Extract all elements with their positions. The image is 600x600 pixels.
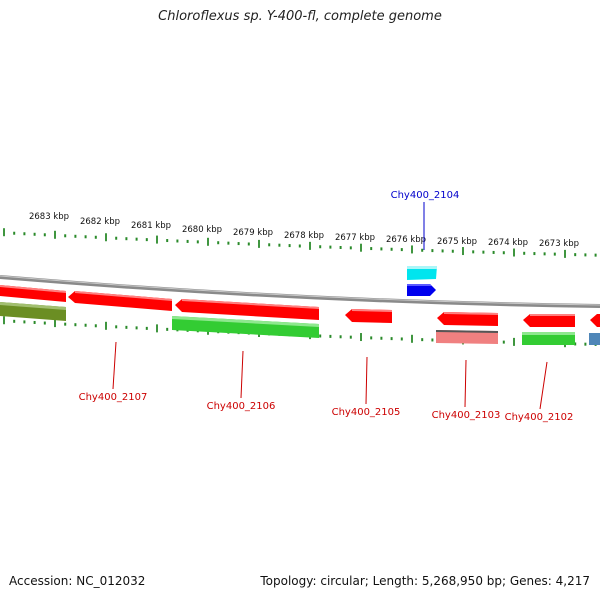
- leader-line-chy400-2106: [240, 350, 244, 399]
- scale-label: 2681 kbp: [131, 221, 171, 231]
- gene-label-chy400-2102[interactable]: Chy400_2102: [505, 412, 574, 423]
- gene-label-chy400-2104[interactable]: Chy400_2104: [391, 190, 460, 201]
- scale-label: 2677 kbp: [335, 233, 375, 243]
- scale-label: 2680 kbp: [182, 225, 222, 235]
- leader-line-chy400-2105: [365, 356, 368, 405]
- feature-chy400-2104-gene[interactable]: [407, 266, 437, 280]
- scale-label: 2678 kbp: [284, 231, 324, 241]
- gene-label-chy400-2106[interactable]: Chy400_2106: [207, 401, 276, 412]
- leader-line-chy400-2103: [464, 359, 467, 408]
- genome-backbone: [0, 275, 600, 308]
- scale-labels: 2683 kbp 2682 kbp 2681 kbp 2680 kbp 2679 kbp…: [29, 212, 579, 249]
- scale-label: 2675 kbp: [437, 237, 477, 247]
- scale-label: 2683 kbp: [29, 212, 69, 222]
- feature-chy400-2102-cds[interactable]: [522, 332, 575, 345]
- leader-line-chy400-2107: [112, 341, 117, 390]
- feature-chy400-2106-cds[interactable]: [172, 316, 319, 338]
- gene-label-chy400-2105[interactable]: Chy400_2105: [332, 407, 401, 418]
- leader-line-chy400-2102: [539, 361, 548, 410]
- scale-label: 2673 kbp: [539, 239, 579, 249]
- map-title: Chloroflexus sp. Y-400-fl, complete geno…: [158, 9, 442, 24]
- feature-chy400-2107-gene[interactable]: [68, 291, 172, 311]
- genome-info-label: Topology: circular; Length: 5,268,950 bp…: [260, 574, 590, 588]
- outer-scale-ticks: [3, 228, 597, 258]
- scale-label: 2682 kbp: [80, 217, 120, 227]
- gene-label-chy400-2103[interactable]: Chy400_2103: [432, 410, 501, 421]
- scale-label: 2674 kbp: [488, 238, 528, 248]
- feature-gene-left-edge[interactable]: [0, 285, 66, 302]
- feature-chy400-2102-gene[interactable]: [523, 314, 575, 327]
- feature-chy400-2103-product[interactable]: [436, 330, 498, 344]
- gene-label-chy400-2107[interactable]: Chy400_2107: [79, 392, 148, 403]
- feature-chy400-2106-gene[interactable]: [175, 299, 319, 320]
- feature-gene-right-edge[interactable]: [590, 314, 600, 327]
- scale-label: 2676 kbp: [386, 235, 426, 245]
- feature-chy400-2105-gene[interactable]: [345, 309, 392, 323]
- accession-label: Accession: NC_012032: [9, 574, 146, 588]
- genome-backbone-highlight: [0, 275, 600, 306]
- feature-steelblue-right-edge[interactable]: [589, 333, 600, 345]
- feature-olive-cds-left[interactable]: [0, 302, 66, 321]
- feature-chy400-2103-gene[interactable]: [437, 312, 498, 326]
- scale-label: 2679 kbp: [233, 228, 273, 238]
- feature-chy400-2104-cds[interactable]: [407, 284, 436, 296]
